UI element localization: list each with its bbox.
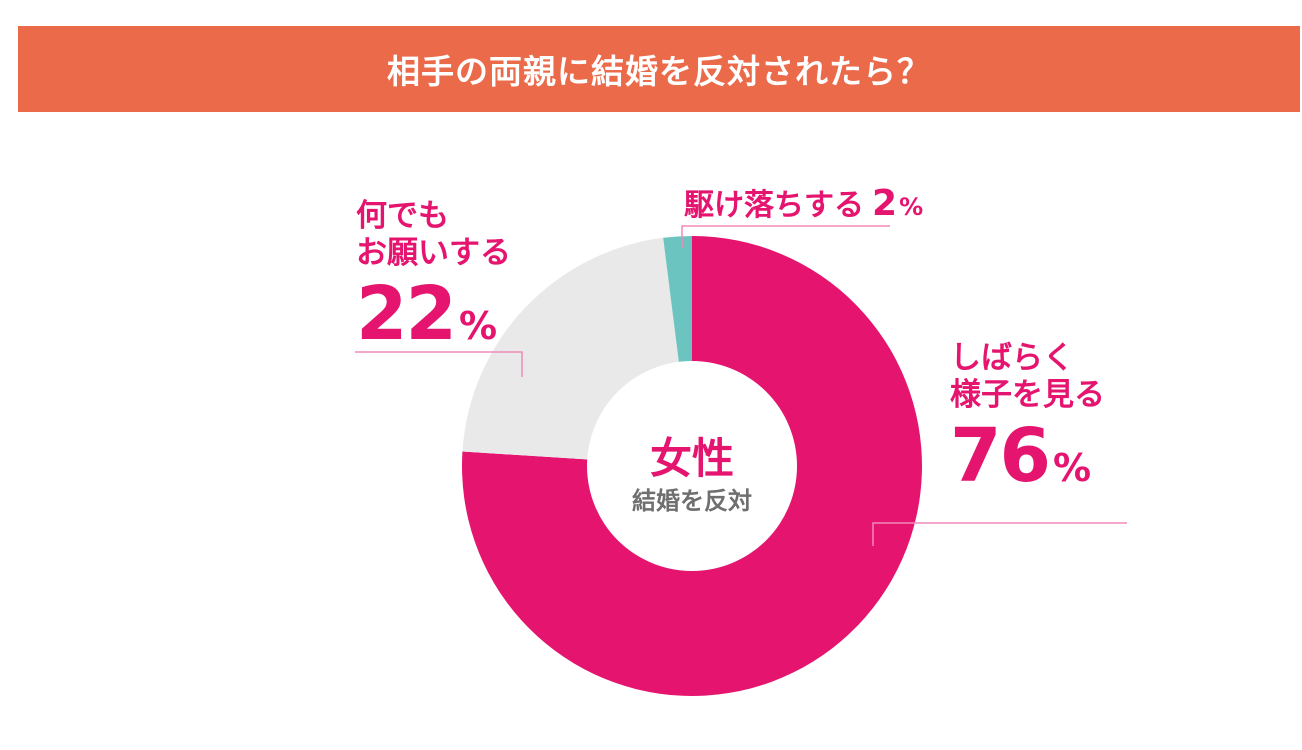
- label-ask-line2: お願いする: [356, 234, 511, 271]
- label-ask: 何でも お願いする 22%: [356, 198, 511, 358]
- leader-line-elope: [681, 225, 890, 248]
- label-wait-line2: 様子を見る: [950, 376, 1105, 413]
- label-ask-value: 22: [356, 271, 457, 358]
- label-wait-line1: しばらく: [950, 340, 1074, 376]
- donut-hole: [587, 361, 797, 571]
- title-bar: 相手の両親に結婚を反対されたら？: [18, 26, 1300, 112]
- leader-line-wait: [872, 522, 1127, 546]
- label-elope-value: 2: [872, 183, 898, 224]
- label-elope-unit: %: [899, 193, 924, 221]
- label-wait: しばらく 様子を見る 76%: [950, 340, 1105, 500]
- label-wait-unit: %: [1052, 446, 1092, 491]
- label-ask-unit: %: [458, 304, 498, 349]
- center-label-main: 女性: [649, 434, 734, 483]
- center-label-sub: 結婚を反対: [632, 487, 752, 515]
- label-elope-name: 駆け落ちする: [684, 188, 864, 223]
- label-elope: 駆け落ちする 2%: [684, 180, 923, 224]
- leader-line-ask: [355, 351, 523, 377]
- chart-title: 相手の両親に結婚を反対されたら？: [387, 52, 931, 91]
- label-ask-line1: 何でも: [356, 198, 449, 234]
- label-wait-value: 76: [950, 413, 1051, 500]
